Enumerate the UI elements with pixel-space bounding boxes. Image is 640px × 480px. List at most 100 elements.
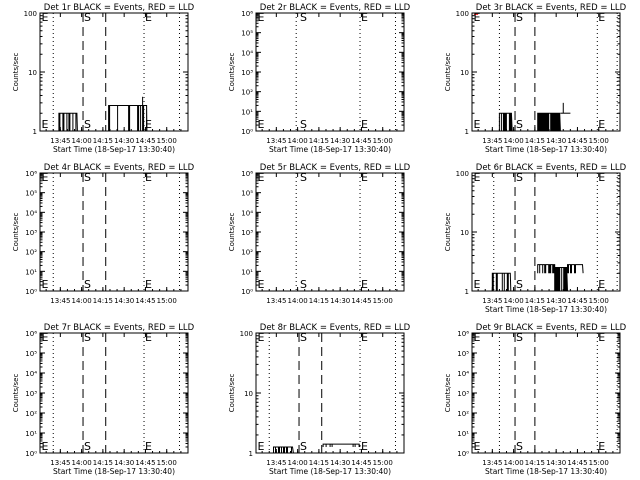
marker-E: E <box>473 440 480 453</box>
y-tick-label: 10⁶ <box>25 170 37 178</box>
x-tick-label: 13:45 <box>482 459 502 467</box>
y-tick-label: 10⁵ <box>25 190 37 198</box>
x-tick-label: 14:15 <box>309 459 329 467</box>
plot-frame <box>255 172 405 292</box>
x-tick-label: 14:30 <box>114 459 134 467</box>
y-tick-label: 100 <box>24 10 37 18</box>
y-tick-label: 10 <box>244 390 253 398</box>
events-trace <box>322 443 361 448</box>
events-trace <box>58 112 78 132</box>
y-tick-label: 10⁵ <box>241 190 253 198</box>
chart-panel-3: Det 3r BLACK = Events, RED = LLD Counts/s… <box>444 3 627 154</box>
chart-title: Det 8r BLACK = Events, RED = LLD <box>260 323 411 333</box>
y-tick-label: 10 <box>28 69 37 77</box>
y-tick-label: 10² <box>241 249 253 257</box>
x-tick-label: 14:15 <box>525 459 545 467</box>
x-tick-label: 15:00 <box>589 459 609 467</box>
marker-S: S <box>300 171 307 184</box>
chart-panel-4: Det 4r BLACK = Events, RED = LLD Counts/s… <box>12 163 195 305</box>
marker-E: E <box>257 171 264 184</box>
chart-panel-8: Det 8r BLACK = Events, RED = LLD Counts/s… <box>228 323 411 476</box>
y-tick-label: 10⁵ <box>457 350 469 358</box>
x-tick-label: 14:45 <box>135 137 155 145</box>
marker-E: E <box>145 278 152 291</box>
y-axis-label: Counts/sec <box>228 374 236 413</box>
x-tick-label: 14:15 <box>525 137 545 145</box>
chart-title: Det 5r BLACK = Events, RED = LLD <box>260 163 411 173</box>
marker-E: E <box>41 118 48 131</box>
marker-S: S <box>516 331 523 344</box>
marker-E: E <box>598 331 605 344</box>
y-axis-label: Counts/sec <box>12 53 20 92</box>
x-tick-label: 13:45 <box>482 137 502 145</box>
x-axis-label: Start Time (18-Sep-17 13:30:40) <box>53 467 175 476</box>
y-axis-label: Counts/sec <box>12 374 20 413</box>
marker-S: S <box>84 331 91 344</box>
events-trace <box>491 272 512 292</box>
y-tick-label: 10¹ <box>457 430 469 438</box>
chart-title: Det 3r BLACK = Events, RED = LLD <box>476 3 627 13</box>
y-tick-label: 10⁵ <box>241 30 253 38</box>
x-tick-label: 14:30 <box>546 137 566 145</box>
plot-frame <box>39 332 189 454</box>
x-tick-label: 14:30 <box>114 297 134 305</box>
marker-E: E <box>598 278 605 291</box>
x-tick-label: 15:00 <box>373 297 393 305</box>
marker-E: E <box>145 118 152 131</box>
marker-E: E <box>361 331 368 344</box>
x-tick-label: 14:00 <box>72 297 92 305</box>
chart-panel-7: Det 7r BLACK = Events, RED = LLD Counts/s… <box>12 323 195 476</box>
x-axis-label: Start Time (18-Sep-17 13:30:40) <box>53 145 175 154</box>
events-trace <box>537 264 556 274</box>
x-tick-label: 14:00 <box>504 459 524 467</box>
x-tick-label: 14:30 <box>330 137 350 145</box>
y-tick-label: 10⁶ <box>241 170 253 178</box>
y-tick-label: 10⁴ <box>25 370 37 378</box>
chart-panel-2: Det 2r BLACK = Events, RED = LLD Counts/s… <box>228 3 411 154</box>
plot-frame <box>255 12 405 132</box>
x-tick-label: 14:30 <box>546 297 566 305</box>
y-tick-label: 10¹ <box>25 430 37 438</box>
y-axis-label: Counts/sec <box>444 53 452 92</box>
x-axis-label: Start Time (18-Sep-17 13:30:40) <box>485 145 607 154</box>
marker-E: E <box>473 171 480 184</box>
y-axis-label: Counts/sec <box>444 374 452 413</box>
x-tick-label: 15:00 <box>373 137 393 145</box>
x-tick-label: 13:45 <box>266 459 286 467</box>
marker-E: E <box>257 331 264 344</box>
y-axis-label: Counts/sec <box>228 53 236 92</box>
plot-frame <box>255 332 405 454</box>
marker-E: E <box>473 331 480 344</box>
marker-E: E <box>257 118 264 131</box>
x-tick-label: 14:45 <box>567 137 587 145</box>
x-tick-label: 14:30 <box>330 459 350 467</box>
y-tick-label: 10¹ <box>25 268 37 276</box>
marker-S: S <box>300 278 307 291</box>
y-tick-label: 10² <box>25 410 37 418</box>
x-tick-label: 14:15 <box>93 459 113 467</box>
y-tick-label: 10⁰ <box>241 288 253 296</box>
y-tick-label: 100 <box>456 170 469 178</box>
marker-E: E <box>361 440 368 453</box>
y-tick-label: 1 <box>249 450 253 458</box>
events-trace <box>108 105 148 132</box>
x-tick-label: 15:00 <box>157 297 177 305</box>
y-tick-label: 10¹ <box>241 268 253 276</box>
marker-E: E <box>145 440 152 453</box>
marker-E: E <box>598 440 605 453</box>
x-tick-label: 14:00 <box>288 137 308 145</box>
y-tick-label: 10³ <box>241 229 253 237</box>
y-tick-label: 10³ <box>241 69 253 77</box>
marker-E: E <box>361 171 368 184</box>
events-trace <box>537 112 561 132</box>
y-tick-label: 10³ <box>25 390 37 398</box>
x-axis-label: Start Time (18-Sep-17 13:30:40) <box>269 145 391 154</box>
marker-E: E <box>41 331 48 344</box>
marker-E: E <box>361 278 368 291</box>
x-tick-label: 13:45 <box>266 137 286 145</box>
x-tick-label: 14:45 <box>351 459 371 467</box>
x-tick-label: 15:00 <box>373 459 393 467</box>
x-tick-label: 14:45 <box>135 459 155 467</box>
marker-E: E <box>473 118 480 131</box>
y-axis-label: Counts/sec <box>444 213 452 252</box>
